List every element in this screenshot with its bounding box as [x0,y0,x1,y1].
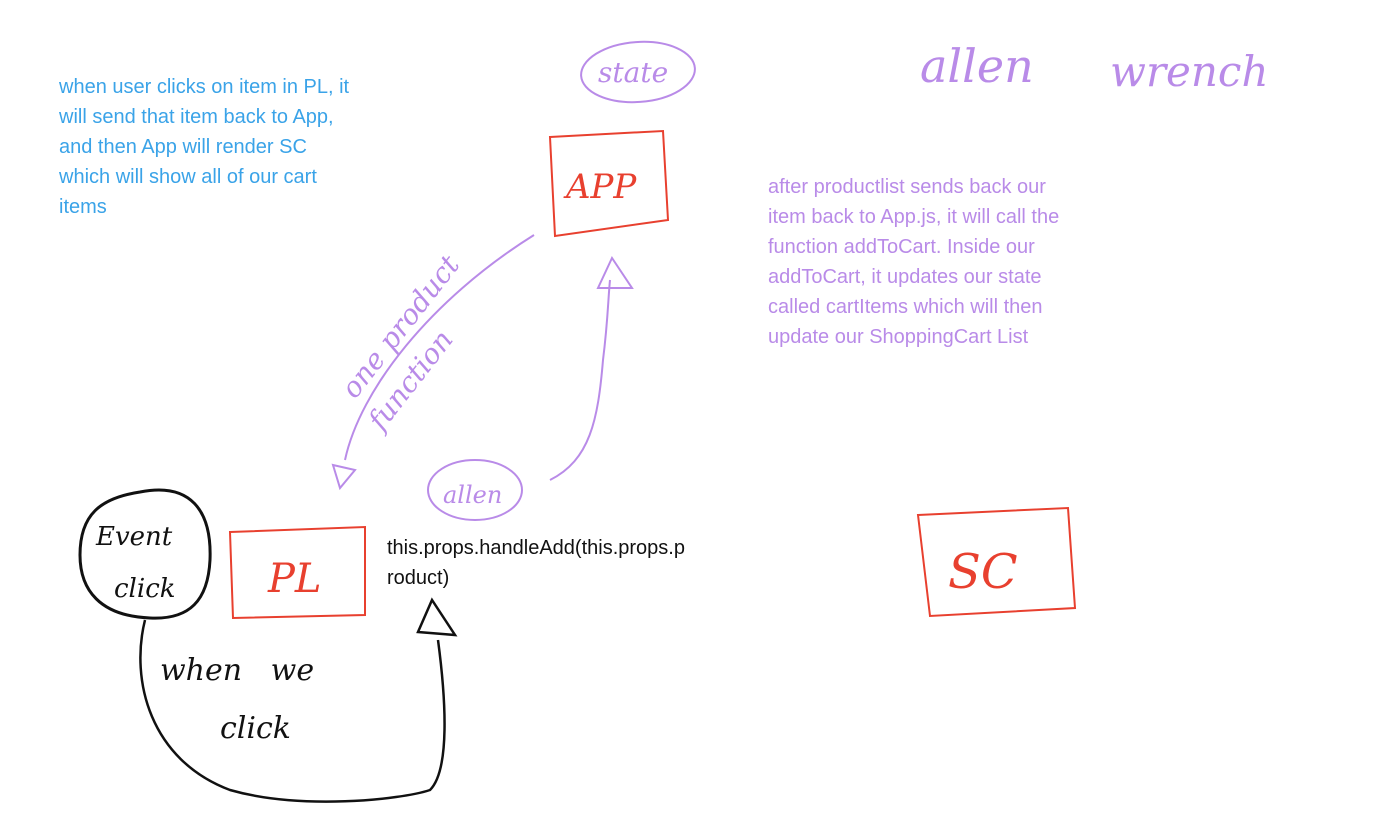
sc-box [916,506,1077,618]
allen-to-app-arrow [549,279,611,481]
click-text: click [220,711,291,746]
app-label: APP [563,167,637,207]
allen-bubble-label: allen [443,481,502,509]
state-bubble [580,40,696,104]
one-product-arrow [344,234,535,461]
click-label: click [114,574,176,604]
sc-label: SC [948,544,1018,600]
wrench-text: wrench [1110,47,1269,96]
state-label: state [598,56,668,89]
event-label: Event [95,522,173,552]
allen-text: allen [920,39,1034,93]
allen-bubble [427,459,523,521]
blue-note: when user clicks on item in PL, it will … [59,76,350,218]
event-click-circle [78,488,212,620]
when-we-click-arrowhead [416,597,458,637]
purple-note: after productlist sends back our item ba… [768,176,1060,348]
handle-add-note: this.props.handleAdd(this.props.p roduct… [387,537,685,589]
when-we-click-loop [139,619,446,803]
allen-to-app-arrowhead [596,255,634,289]
when-we-text: when we [160,653,314,688]
pl-label: PL [267,556,321,602]
one-product-arrowhead [331,463,357,491]
pl-box [228,525,366,620]
app-box [548,129,670,238]
